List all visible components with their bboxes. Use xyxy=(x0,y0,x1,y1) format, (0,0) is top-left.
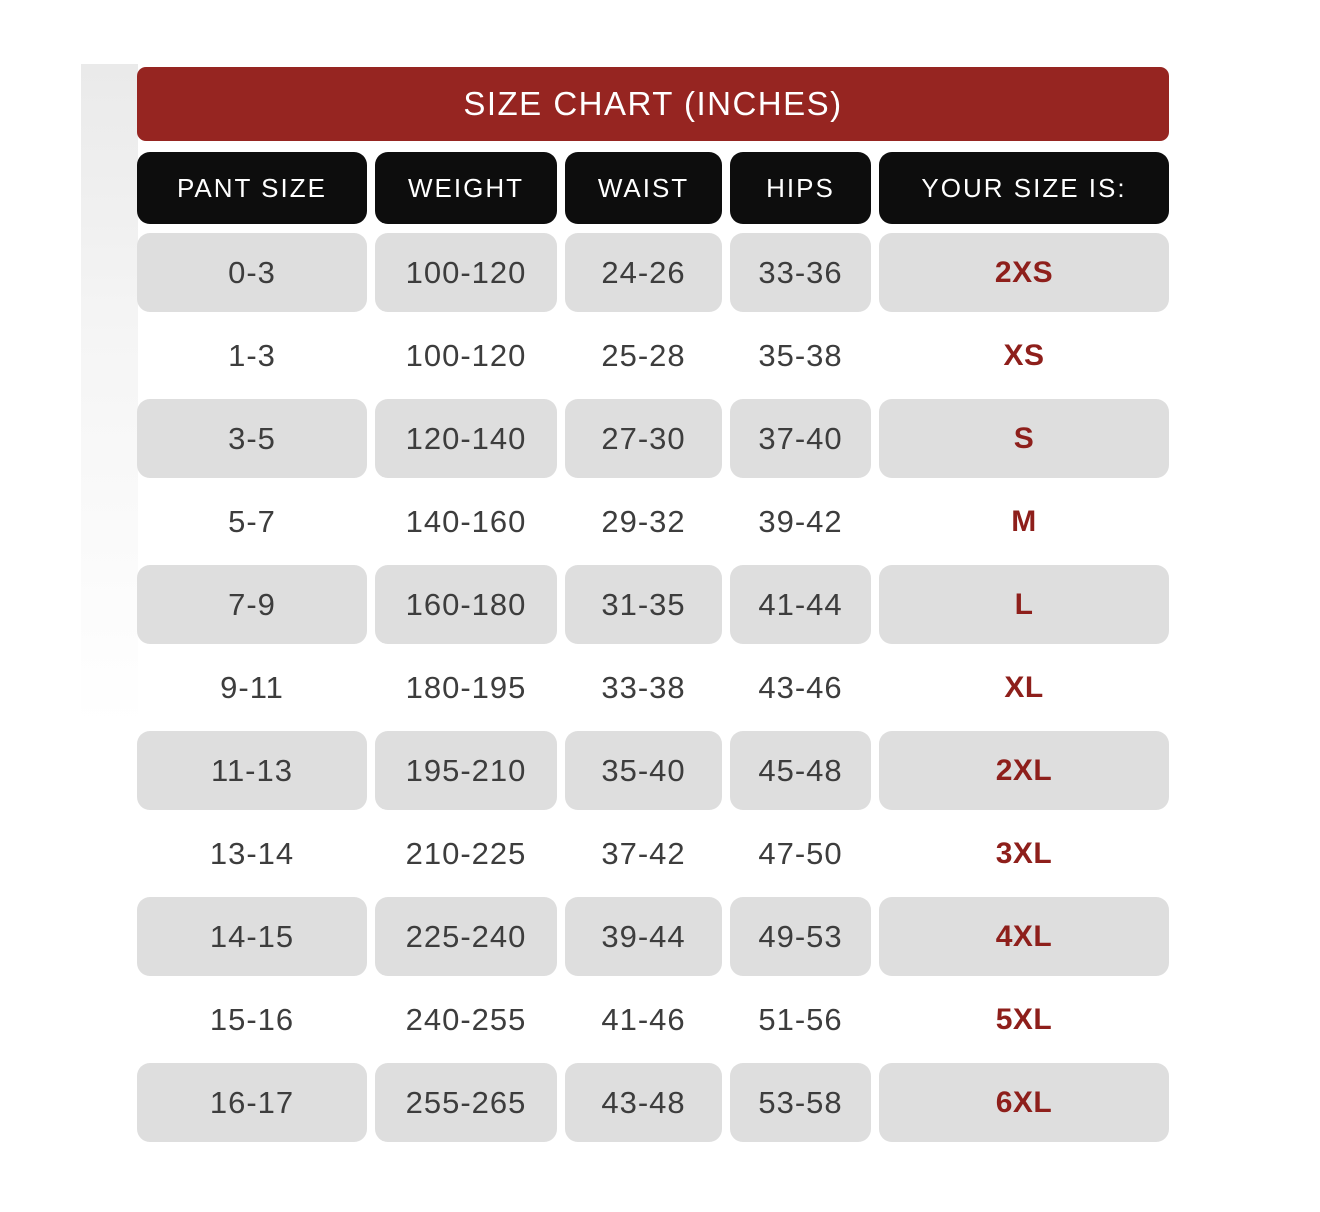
table-row: 11-13 195-210 35-40 45-48 2XL xyxy=(137,731,1169,810)
pant-size-cell: 16-17 xyxy=(137,1063,367,1142)
waist-cell: 24-26 xyxy=(565,233,722,312)
table-row: 9-11 180-195 33-38 43-46 XL xyxy=(137,648,1169,727)
hips-cell: 33-36 xyxy=(730,233,871,312)
size-chart-title-banner: SIZE CHART (INCHES) xyxy=(137,67,1169,141)
pant-size-cell: 3-5 xyxy=(137,399,367,478)
your-size-cell: XS xyxy=(1003,338,1045,372)
waist-cell: 25-28 xyxy=(601,337,686,373)
table-row: 1-3 100-120 25-28 35-38 XS xyxy=(137,316,1169,395)
pant-size-cell: 5-7 xyxy=(228,503,276,539)
your-size-cell: 3XL xyxy=(995,836,1053,870)
waist-cell: 43-48 xyxy=(565,1063,722,1142)
pant-size-cell: 13-14 xyxy=(209,835,295,871)
hips-cell: 51-56 xyxy=(758,1001,843,1037)
weight-cell: 100-120 xyxy=(375,233,557,312)
hips-cell: 45-48 xyxy=(730,731,871,810)
hips-cell: 41-44 xyxy=(730,565,871,644)
weight-cell: 225-240 xyxy=(375,897,557,976)
pant-size-cell: 9-11 xyxy=(220,669,284,705)
table-row: 13-14 210-225 37-42 47-50 3XL xyxy=(137,814,1169,893)
pant-size-cell: 0-3 xyxy=(137,233,367,312)
your-size-cell: 2XL xyxy=(879,731,1169,810)
column-header-waist: WAIST xyxy=(565,152,722,224)
table-row: 16-17 255-265 43-48 53-58 6XL xyxy=(137,1063,1169,1142)
your-size-cell: 2XS xyxy=(879,233,1169,312)
hips-cell: 37-40 xyxy=(730,399,871,478)
weight-cell: 180-195 xyxy=(405,669,527,705)
column-header-your-size: YOUR SIZE IS: xyxy=(879,152,1169,224)
your-size-cell: L xyxy=(879,565,1169,644)
weight-cell: 120-140 xyxy=(375,399,557,478)
hips-cell: 35-38 xyxy=(758,337,843,373)
weight-cell: 140-160 xyxy=(405,503,527,539)
column-header-weight: WEIGHT xyxy=(375,152,557,224)
pant-size-cell: 1-3 xyxy=(228,337,276,373)
waist-cell: 39-44 xyxy=(565,897,722,976)
table-row: 14-15 225-240 39-44 49-53 4XL xyxy=(137,897,1169,976)
waist-cell: 33-38 xyxy=(601,669,686,705)
weight-cell: 210-225 xyxy=(405,835,527,871)
pant-size-cell: 14-15 xyxy=(137,897,367,976)
pant-size-cell: 7-9 xyxy=(137,565,367,644)
weight-cell: 255-265 xyxy=(375,1063,557,1142)
column-header-hips: HIPS xyxy=(730,152,871,224)
hips-cell: 43-46 xyxy=(758,669,843,705)
waist-cell: 29-32 xyxy=(601,503,686,539)
your-size-cell: 6XL xyxy=(879,1063,1169,1142)
your-size-cell: XL xyxy=(1004,670,1044,704)
weight-cell: 240-255 xyxy=(405,1001,527,1037)
table-row: 0-3 100-120 24-26 33-36 2XS xyxy=(137,233,1169,312)
your-size-cell: 4XL xyxy=(879,897,1169,976)
hips-cell: 53-58 xyxy=(730,1063,871,1142)
weight-cell: 195-210 xyxy=(375,731,557,810)
table-header-row: PANT SIZE WEIGHT WAIST HIPS YOUR SIZE IS… xyxy=(137,152,1169,224)
table-row: 15-16 240-255 41-46 51-56 5XL xyxy=(137,980,1169,1059)
your-size-cell: M xyxy=(1011,504,1037,538)
hips-cell: 47-50 xyxy=(758,835,843,871)
hips-cell: 39-42 xyxy=(758,503,843,539)
waist-cell: 31-35 xyxy=(565,565,722,644)
waist-cell: 35-40 xyxy=(565,731,722,810)
table-body: 0-3 100-120 24-26 33-36 2XS 1-3 100-120 25-28 35… xyxy=(137,233,1169,1142)
pant-size-cell: 11-13 xyxy=(137,731,367,810)
table-row: 7-9 160-180 31-35 41-44 L xyxy=(137,565,1169,644)
pant-size-cell: 15-16 xyxy=(209,1001,295,1037)
page-edge-gradient xyxy=(81,64,138,844)
weight-cell: 100-120 xyxy=(405,337,527,373)
weight-cell: 160-180 xyxy=(375,565,557,644)
hips-cell: 49-53 xyxy=(730,897,871,976)
your-size-cell: S xyxy=(879,399,1169,478)
column-header-pant-size: PANT SIZE xyxy=(137,152,367,224)
waist-cell: 41-46 xyxy=(601,1001,686,1037)
table-row: 3-5 120-140 27-30 37-40 S xyxy=(137,399,1169,478)
your-size-cell: 5XL xyxy=(995,1002,1053,1036)
waist-cell: 27-30 xyxy=(565,399,722,478)
table-row: 5-7 140-160 29-32 39-42 M xyxy=(137,482,1169,561)
size-chart: SIZE CHART (INCHES) PANT SIZE WEIGHT WAI… xyxy=(137,67,1169,1146)
waist-cell: 37-42 xyxy=(601,835,686,871)
